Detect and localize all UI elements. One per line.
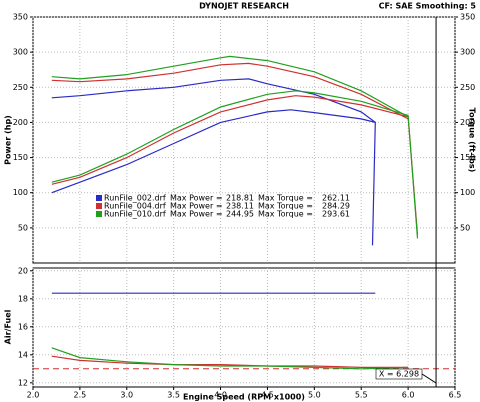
y-tick-label: 100 bbox=[13, 188, 28, 197]
torque-line bbox=[51, 55, 409, 118]
legend-value: 244.95 bbox=[226, 210, 254, 219]
y-tick-label: 50 bbox=[18, 223, 28, 232]
legend-value: 262.11 bbox=[322, 194, 350, 203]
legend-label: Max Power = bbox=[170, 210, 223, 219]
y-tick-label: 12 bbox=[18, 378, 28, 387]
y-tick-label: 350 bbox=[13, 13, 28, 22]
y2-tick-label: 50 bbox=[460, 223, 470, 232]
legend-label: RunFile_004.drf bbox=[104, 202, 166, 211]
y-tick-label: 250 bbox=[13, 83, 28, 92]
power-line bbox=[51, 109, 376, 246]
legend-label: Max Power = bbox=[170, 194, 223, 203]
y2-tick-label: 350 bbox=[460, 13, 475, 22]
x-tick-label: 2.0 bbox=[27, 391, 40, 400]
y-axis-label: Air/Fuel bbox=[4, 309, 13, 344]
x-tick-label: 2.5 bbox=[74, 391, 87, 400]
chart-subtitle: CF: SAE Smoothing: 5 bbox=[379, 2, 477, 11]
x-tick-label: 6.0 bbox=[402, 391, 415, 400]
y-tick-label: 14 bbox=[18, 350, 28, 359]
cursor-arrow bbox=[421, 373, 437, 384]
y-tick-label: 200 bbox=[13, 118, 28, 127]
legend-label: Max Power = bbox=[170, 202, 223, 211]
y2-axis-label: Torque (ft-lbs) bbox=[468, 108, 477, 173]
y2-tick-label: 200 bbox=[460, 118, 475, 127]
x-tick-label: 6.5 bbox=[449, 391, 462, 400]
chart-title: DYNOJET RESEARCH bbox=[199, 2, 289, 11]
legend-label: Max Torque = bbox=[258, 210, 313, 219]
y-axis-label: Power (hp) bbox=[4, 115, 13, 165]
cursor-label: X = 6.298 bbox=[379, 370, 419, 379]
y-tick-label: 150 bbox=[13, 153, 28, 162]
y-tick-label: 300 bbox=[13, 48, 28, 57]
y2-tick-label: 250 bbox=[460, 83, 475, 92]
legend-swatch bbox=[96, 203, 102, 209]
y2-tick-label: 150 bbox=[460, 153, 475, 162]
x-tick-label: 4.0 bbox=[214, 391, 227, 400]
x-axis-label: Engine Speed (RPM x1000) bbox=[183, 393, 305, 402]
legend-swatch bbox=[96, 211, 102, 217]
power-line bbox=[51, 95, 419, 235]
torque-line bbox=[51, 62, 409, 120]
afr-line bbox=[51, 355, 409, 368]
x-tick-label: 5.0 bbox=[308, 391, 321, 400]
y-tick-label: 20 bbox=[18, 266, 28, 275]
legend-label: RunFile_010.drf bbox=[104, 210, 166, 219]
torque-line bbox=[51, 78, 376, 123]
plot-area bbox=[32, 16, 456, 264]
legend-value: 284.29 bbox=[322, 202, 350, 211]
y-tick-label: 18 bbox=[18, 294, 28, 303]
y2-tick-label: 300 bbox=[460, 48, 475, 57]
legend-value: 218.81 bbox=[226, 194, 254, 203]
x-tick-label: 5.5 bbox=[355, 391, 368, 400]
y2-tick-label: 100 bbox=[460, 188, 475, 197]
legend-label: Max Torque = bbox=[258, 202, 313, 211]
afr-line bbox=[51, 347, 409, 370]
y-tick-label: 16 bbox=[18, 322, 28, 331]
legend-label: Max Torque = bbox=[258, 194, 313, 203]
power-line bbox=[51, 90, 419, 239]
legend-label: RunFile_002.drf bbox=[104, 194, 166, 203]
legend-value: 293.61 bbox=[322, 210, 350, 219]
x-tick-label: 3.0 bbox=[120, 391, 133, 400]
x-tick-label: 3.5 bbox=[167, 391, 180, 400]
legend-swatch bbox=[96, 195, 102, 201]
legend-value: 238.11 bbox=[226, 202, 254, 211]
x-tick-label: 4.5 bbox=[261, 391, 274, 400]
